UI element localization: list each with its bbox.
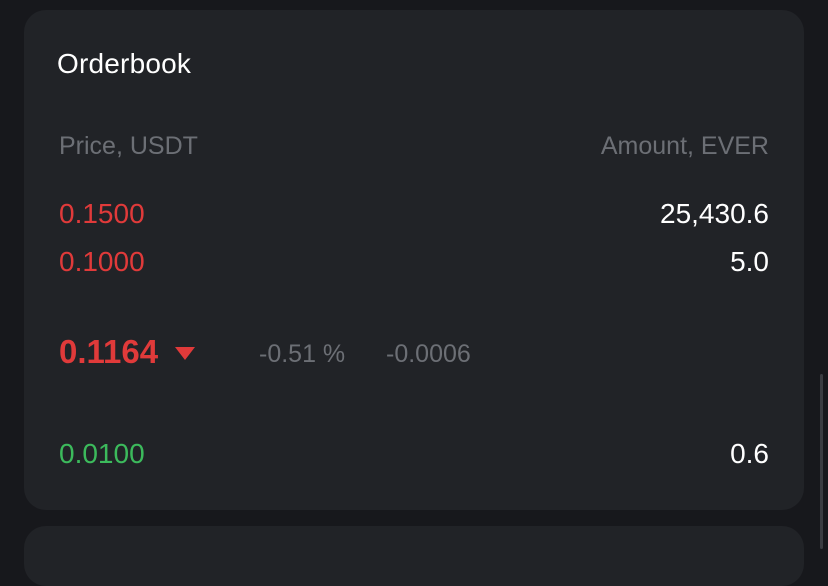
ask-price: 0.1000 [59, 246, 145, 277]
ask-price: 0.1500 [59, 198, 145, 229]
bid-row[interactable]: 0.0100 0.6 [59, 438, 769, 472]
ask-row[interactable]: 0.1000 5.0 [59, 246, 769, 280]
orderbook-title: Orderbook [57, 48, 192, 79]
price-change-percent: -0.51 % [259, 340, 346, 368]
ask-amount: 25,430.6 [660, 198, 769, 229]
last-trade-price: 0.1164 [59, 332, 196, 372]
triangle-down-icon [175, 346, 196, 360]
ask-row[interactable]: 0.1500 25,430.6 [59, 198, 769, 232]
price-change-absolute: -0.0006 [386, 340, 471, 368]
last-price-value: 0.1164 [59, 333, 159, 370]
orderbook-card: Orderbook Price, USDT Amount, EVER 0.150… [24, 10, 804, 510]
price-column-header: Price, USDT [59, 132, 198, 160]
page-scrollbar[interactable] [820, 374, 823, 549]
bid-price: 0.0100 [59, 438, 145, 469]
bid-amount: 0.6 [730, 438, 769, 469]
next-panel [24, 526, 804, 586]
ask-amount: 5.0 [730, 246, 769, 277]
amount-column-header: Amount, EVER [600, 132, 769, 160]
